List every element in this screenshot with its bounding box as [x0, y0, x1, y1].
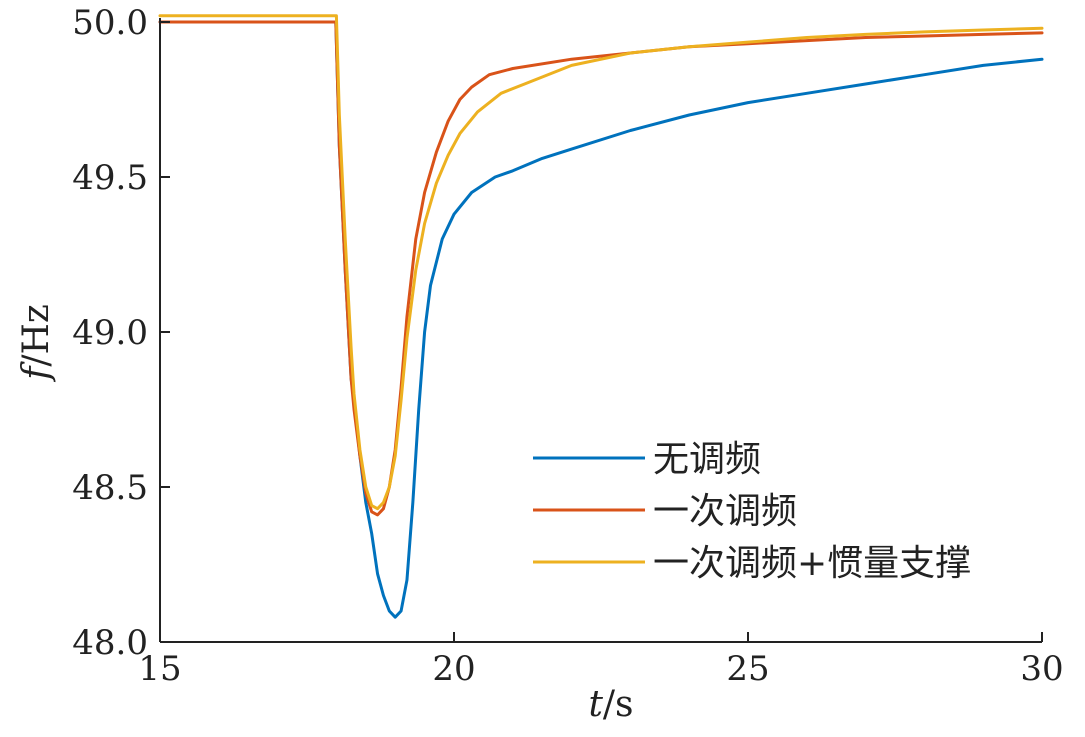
y-tick-label-48.0: 48.0 — [72, 623, 148, 663]
x-tick-label-20: 20 — [432, 649, 475, 689]
y-ticks: 48.0 48.5 49.0 49.5 50.0 — [72, 3, 170, 663]
y-tick-label-48.5: 48.5 — [72, 468, 148, 508]
x-axis-label: t/s — [588, 684, 633, 725]
x-ticks: 15 20 25 30 — [138, 632, 1064, 689]
x-axis-var: t — [588, 684, 603, 725]
series-line-1 — [158, 20, 1044, 619]
x-tick-label-25: 25 — [726, 649, 769, 689]
series-line-2 — [158, 20, 1044, 517]
plot-series — [158, 14, 1044, 619]
y-tick-label-49.0: 49.0 — [72, 313, 148, 353]
legend-label-1: 无调频 — [653, 439, 761, 480]
legend-label-2: 一次调频 — [653, 491, 797, 532]
x-axis-unit: /s — [603, 684, 634, 725]
x-tick-label-30: 30 — [1020, 649, 1063, 689]
y-tick-label-50.0: 50.0 — [72, 3, 148, 43]
y-axis-unit: /Hz — [16, 304, 57, 367]
legend-label-3: 一次调频+惯量支撑 — [653, 543, 971, 584]
y-axis-label: f/Hz — [16, 304, 57, 383]
series-line-3 — [158, 14, 1044, 511]
axes — [159, 18, 1042, 643]
x-tick-label-15: 15 — [138, 649, 181, 689]
y-tick-label-49.5: 49.5 — [72, 158, 148, 198]
